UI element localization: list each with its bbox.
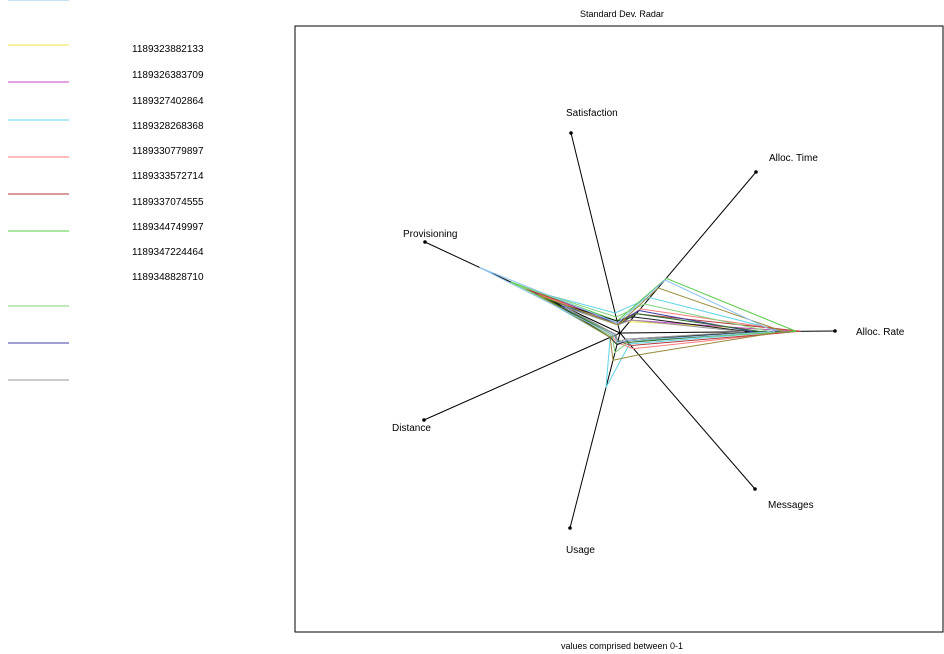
radar-series-polygon [537,287,784,361]
radar-axis-label: Usage [566,545,595,556]
legend-label: 1189328268368 [132,121,204,132]
radar-axis-endpoint [422,418,426,422]
legend-label: 1189327402864 [132,96,204,107]
radar-series-polygon [565,307,745,344]
radar-series-polygon [526,288,784,388]
legend-label: 1189326383709 [132,70,204,81]
radar-axis-line [619,332,756,490]
radar-axis-endpoint [753,487,757,491]
radar-axis-line [423,332,621,421]
radar-series-polygon [479,267,776,344]
radar-axis-endpoint [423,240,427,244]
legend-label: 1189347224464 [132,247,204,258]
legend-label: 1189330779897 [132,146,204,157]
radar-axis-label: Satisfaction [566,108,618,119]
legend-label: 1189344749997 [132,222,204,233]
legend-label: 1189323882133 [132,44,204,55]
legend-label: 1189333572714 [132,171,204,182]
radar-series [479,267,801,388]
radar-axes: Alloc. Rate Alloc. Time Satisfaction Provis… [392,108,905,556]
radar-axis-line [569,332,621,529]
plot-frame [294,25,944,633]
radar-axis-line [619,171,757,334]
radar-axis-line [570,132,621,334]
legend-label: 1189337074555 [132,197,204,208]
legend-label: 1189348828710 [132,272,204,283]
radar-axis-label: Provisioning [403,229,457,240]
radar-axis-label: Messages [768,500,814,511]
chart-title: Standard Dev. Radar [580,9,664,19]
radar-axis-label: Distance [392,423,431,434]
radar-axis-label: Alloc. Time [769,153,818,164]
radar-axis-label: Alloc. Rate [856,327,905,338]
radar-axis-endpoint [569,131,573,135]
legend: 1189323882133 1189326383709 1189327402864 1… [8,0,204,381]
radar-axis-endpoint [568,526,572,530]
radar-series-polygon [541,296,762,343]
chart-caption: values comprised between 0-1 [561,641,683,651]
radar-axis-endpoint [754,170,758,174]
radar-axis-endpoint [833,329,837,333]
